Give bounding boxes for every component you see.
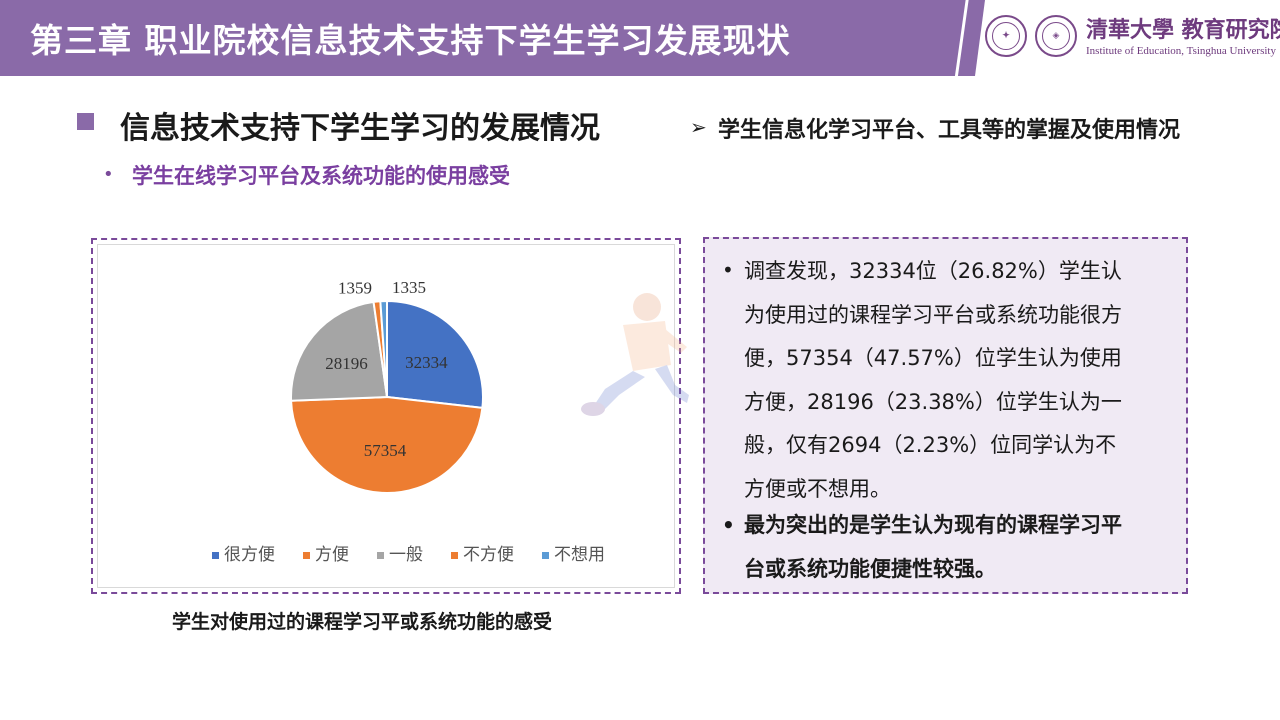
- findings-strong-line: 台或系统功能便捷性较强。: [744, 556, 996, 581]
- pie-data-label: 32334: [405, 353, 448, 372]
- runner-illustration: [581, 293, 689, 416]
- findings-line: 为使用过的课程学习平台或系统功能很方: [744, 302, 1122, 327]
- bullet-dot-icon: •: [722, 513, 735, 537]
- square-bullet-icon: [77, 113, 94, 130]
- findings-line: 调查发现，32334位（26.82%）学生认: [744, 259, 1122, 283]
- chart-frame: [91, 238, 681, 594]
- legend-swatch: [451, 552, 458, 559]
- legend-swatch: [377, 552, 384, 559]
- bullet-dot-icon: •: [722, 258, 734, 282]
- sub-heading-left: 学生在线学习平台及系统功能的使用感受: [132, 164, 510, 188]
- pie-slice-2: [290, 300, 389, 402]
- seal-inner: ✦: [992, 22, 1020, 50]
- findings-highlight: 最为突出的是学生认为现有的课程学习平 台或系统功能便捷性较强。: [744, 504, 1182, 591]
- findings-line: 方便，28196（23.38%）位学生认为一: [744, 389, 1122, 414]
- bullet-dot-icon: •: [103, 164, 114, 185]
- ioe-seal-icon: ◈: [1035, 15, 1077, 57]
- legend-label: 一般: [389, 545, 423, 565]
- legend-swatch: [212, 552, 219, 559]
- findings-strong-line: 最为突出的是学生认为现有的课程学习平: [744, 513, 1122, 537]
- findings-line: 方便或不想用。: [744, 476, 891, 501]
- pie-slice-0: [386, 299, 484, 410]
- findings-box: [703, 237, 1188, 594]
- tsinghua-seal-icon: ✦: [985, 15, 1027, 57]
- legend-label: 不方便: [463, 545, 514, 565]
- pie-chart: 32334 57354 28196 1359 1335 很方便 方便 一般 不方便 不想用: [212, 278, 605, 565]
- seal-inner: ◈: [1042, 22, 1070, 50]
- pie-data-label: 1335: [392, 278, 426, 297]
- university-name: 清華大學 教育研究院: [1086, 17, 1280, 43]
- chapter-title: 第三章 职业院校信息技术支持下学生学习发展现状: [30, 21, 791, 60]
- pie-data-label: 1359: [338, 279, 372, 298]
- institute-name: Institute of Education, Tsinghua Univers…: [1086, 45, 1276, 57]
- pie-slice-1: [290, 395, 484, 494]
- legend-label: 很方便: [224, 545, 275, 565]
- section-title: 信息技术支持下学生学习的发展情况: [120, 111, 600, 146]
- pie-slice-4: [379, 299, 388, 398]
- pie-data-label: 57354: [364, 441, 407, 460]
- legend-swatch: [542, 552, 549, 559]
- legend-label: 不想用: [554, 545, 605, 565]
- chart-caption: 学生对使用过的课程学习平或系统功能的感受: [172, 611, 553, 633]
- findings-paragraph: 调查发现，32334位（26.82%）学生认 为使用过的课程学习平台或系统功能很…: [744, 250, 1182, 511]
- legend-swatch: [303, 552, 310, 559]
- findings-line: 便，57354（47.57%）位学生认为使用: [744, 346, 1122, 370]
- pie-data-label: 28196: [325, 354, 368, 373]
- arrow-right-icon: ➢: [690, 115, 707, 139]
- legend-label: 方便: [315, 545, 349, 565]
- sub-heading-right: 学生信息化学习平台、工具等的掌握及使用情况: [718, 118, 1181, 143]
- findings-line: 般，仅有2694（2.23%）位同学认为不: [744, 433, 1117, 457]
